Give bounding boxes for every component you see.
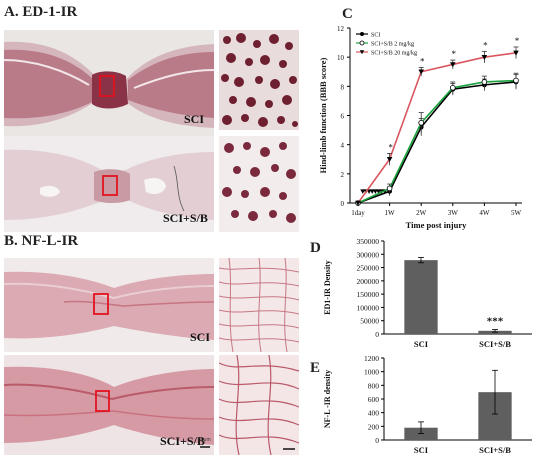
- c-early-point: [360, 189, 366, 194]
- bbb-line-chart: C 0 2 4 6 8 10 12 1day 1W 2W 3W 4W 5W Time post injury…: [300, 0, 550, 232]
- nfl-sci-label: SCI: [190, 330, 211, 344]
- panel-d-letter: D: [310, 240, 321, 256]
- c-point: [418, 119, 424, 126]
- nfl-sci-zoom-image: [219, 258, 299, 352]
- ed1-bar-chart: D 0 50000 100000 150000 200000 250000 300000 350…: [300, 232, 550, 350]
- c-x-tick-label: 2W: [416, 209, 427, 217]
- c-x-tick-label: 4W: [479, 209, 490, 217]
- panel-e-letter: E: [310, 360, 320, 376]
- c-series-line-3: [357, 51, 517, 204]
- ed1-sci-zoom-image: [219, 30, 299, 130]
- c-significance-star: *: [515, 36, 520, 46]
- ed1-sci-label: SCI: [184, 112, 205, 126]
- c-point: [355, 200, 361, 206]
- e-y-tick-label: 400: [368, 409, 380, 418]
- c-significance-star: *: [452, 49, 457, 59]
- nfl-bar-chart: E 0 200 400 600 800 1000 1200 NF-L -IR density SC…: [300, 350, 550, 461]
- c-legend-label: SCI: [371, 33, 380, 39]
- c-point: [386, 185, 393, 192]
- c-y-tick-label: 2: [341, 171, 345, 179]
- nfl-sb-label: SCI+S/B: [160, 434, 205, 448]
- c-point: [450, 62, 456, 68]
- c-x-tick-label: 5W: [511, 209, 522, 217]
- c-x-axis-title: Time post injury: [406, 220, 468, 230]
- c-point: [481, 79, 488, 85]
- ed1-sci-section-image: [4, 30, 214, 140]
- c-point: [481, 54, 488, 60]
- nfl-sb-section-image: [4, 355, 214, 455]
- e-y-axis-title: NF-L -IR density: [323, 370, 332, 428]
- nfl-sb-zoom-image: [219, 355, 299, 455]
- c-y-axis-title: Hind-limb function (BBB score): [318, 57, 328, 173]
- c-significance-star: *: [388, 142, 393, 152]
- c-legend-marker: [359, 40, 365, 46]
- scale-bar-label: 50μm: [198, 437, 211, 443]
- e-x-tick-label: SCI: [414, 445, 429, 455]
- c-x-tick-label: 3W: [448, 209, 459, 217]
- c-x-tick-label: 1day: [351, 209, 365, 217]
- d-y-tick-label: 150000: [357, 290, 380, 299]
- d-y-tick-label: 100000: [357, 303, 380, 312]
- e-y-tick-label: 0: [375, 436, 379, 445]
- c-early-point: [376, 189, 382, 194]
- d-y-tick-label: 200000: [357, 277, 380, 286]
- d-x-tick-label: SCI+S/B: [479, 339, 511, 349]
- c-y-tick-label: 8: [341, 83, 345, 91]
- ed1-sb-section-image: [4, 136, 214, 232]
- panel-a-title: A. ED-1-IR: [4, 4, 78, 20]
- ed1-sb-label: SCI+S/B: [163, 211, 208, 225]
- e-y-tick-label: 200: [368, 422, 380, 431]
- c-early-point: [372, 189, 378, 194]
- c-y-tick-label: 6: [341, 113, 345, 121]
- c-y-tick-label: 0: [341, 200, 345, 208]
- d-y-tick-label: 350000: [357, 237, 380, 246]
- e-y-tick-label: 600: [368, 395, 380, 404]
- c-x-tick-label: 1W: [385, 209, 396, 217]
- e-x-tick-label: SCI+S/B: [479, 445, 511, 455]
- c-legend-marker: [359, 50, 365, 55]
- c-point: [418, 69, 424, 75]
- c-early-point: [369, 189, 375, 194]
- c-series-line-1: [357, 81, 517, 204]
- e-y-tick-label: 1200: [364, 354, 379, 363]
- d-y-tick-label: 0: [375, 330, 379, 339]
- c-y-tick-label: 4: [341, 142, 345, 150]
- c-point: [513, 50, 519, 56]
- c-significance-star: *: [420, 56, 425, 66]
- c-legend-label: SCI+S/B 2 mg/kg: [371, 42, 414, 48]
- c-y-tick-label: 10: [337, 54, 345, 62]
- d-significance-label: ***: [487, 315, 504, 327]
- c-point: [386, 157, 393, 163]
- d-y-tick-label: 300000: [357, 250, 380, 259]
- nfl-sci-section-image: [4, 258, 214, 352]
- c-y-tick-label: 12: [337, 25, 345, 33]
- e-y-tick-label: 1000: [364, 368, 379, 377]
- panel-c-letter: C: [342, 6, 353, 22]
- ed1-sb-zoom-image: [219, 136, 299, 232]
- c-series-line-2: [357, 79, 517, 204]
- c-point: [513, 77, 519, 84]
- panel-b-title: B. NF-L-IR: [4, 233, 79, 249]
- c-legend-label: SCI+S/B 20 mg/kg: [371, 51, 417, 57]
- d-y-axis-title: ED1-IR Density: [323, 260, 332, 314]
- d-bar: [404, 260, 438, 334]
- c-point: [450, 84, 456, 91]
- d-y-tick-label: 50000: [360, 317, 379, 326]
- d-y-tick-label: 250000: [357, 264, 380, 273]
- e-y-tick-label: 800: [368, 381, 380, 390]
- c-legend-marker: [360, 32, 364, 36]
- d-x-tick-label: SCI: [414, 339, 429, 349]
- c-significance-star: *: [483, 40, 488, 50]
